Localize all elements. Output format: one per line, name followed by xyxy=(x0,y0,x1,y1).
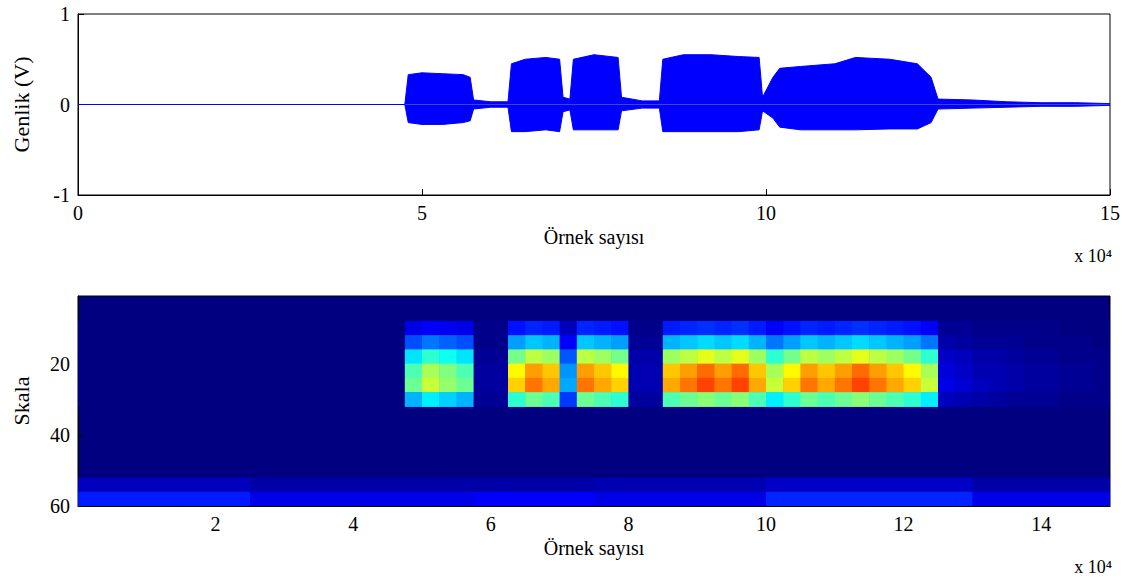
svg-text:Örnek sayısı: Örnek sayısı xyxy=(544,537,645,560)
svg-text:14: 14 xyxy=(1031,513,1051,535)
svg-text:0: 0 xyxy=(73,202,83,224)
svg-text:15: 15 xyxy=(1100,202,1120,224)
svg-text:5: 5 xyxy=(417,202,427,224)
svg-text:x 10⁴: x 10⁴ xyxy=(1074,246,1112,266)
svg-text:x 10⁴: x 10⁴ xyxy=(1074,557,1112,577)
svg-text:0: 0 xyxy=(60,94,70,116)
svg-text:8: 8 xyxy=(623,513,633,535)
svg-text:6: 6 xyxy=(486,513,496,535)
svg-text:10: 10 xyxy=(756,513,776,535)
svg-text:Örnek sayısı: Örnek sayısı xyxy=(544,226,645,249)
svg-text:-1: -1 xyxy=(53,184,70,206)
svg-text:60: 60 xyxy=(50,495,70,517)
svg-text:Genlik (V): Genlik (V) xyxy=(9,57,34,153)
svg-text:12: 12 xyxy=(894,513,914,535)
svg-text:40: 40 xyxy=(50,424,70,446)
svg-text:20: 20 xyxy=(50,353,70,375)
svg-text:1: 1 xyxy=(60,3,70,25)
svg-text:2: 2 xyxy=(211,513,221,535)
svg-text:10: 10 xyxy=(756,202,776,224)
svg-text:Skala: Skala xyxy=(9,376,34,425)
svg-text:4: 4 xyxy=(348,513,358,535)
